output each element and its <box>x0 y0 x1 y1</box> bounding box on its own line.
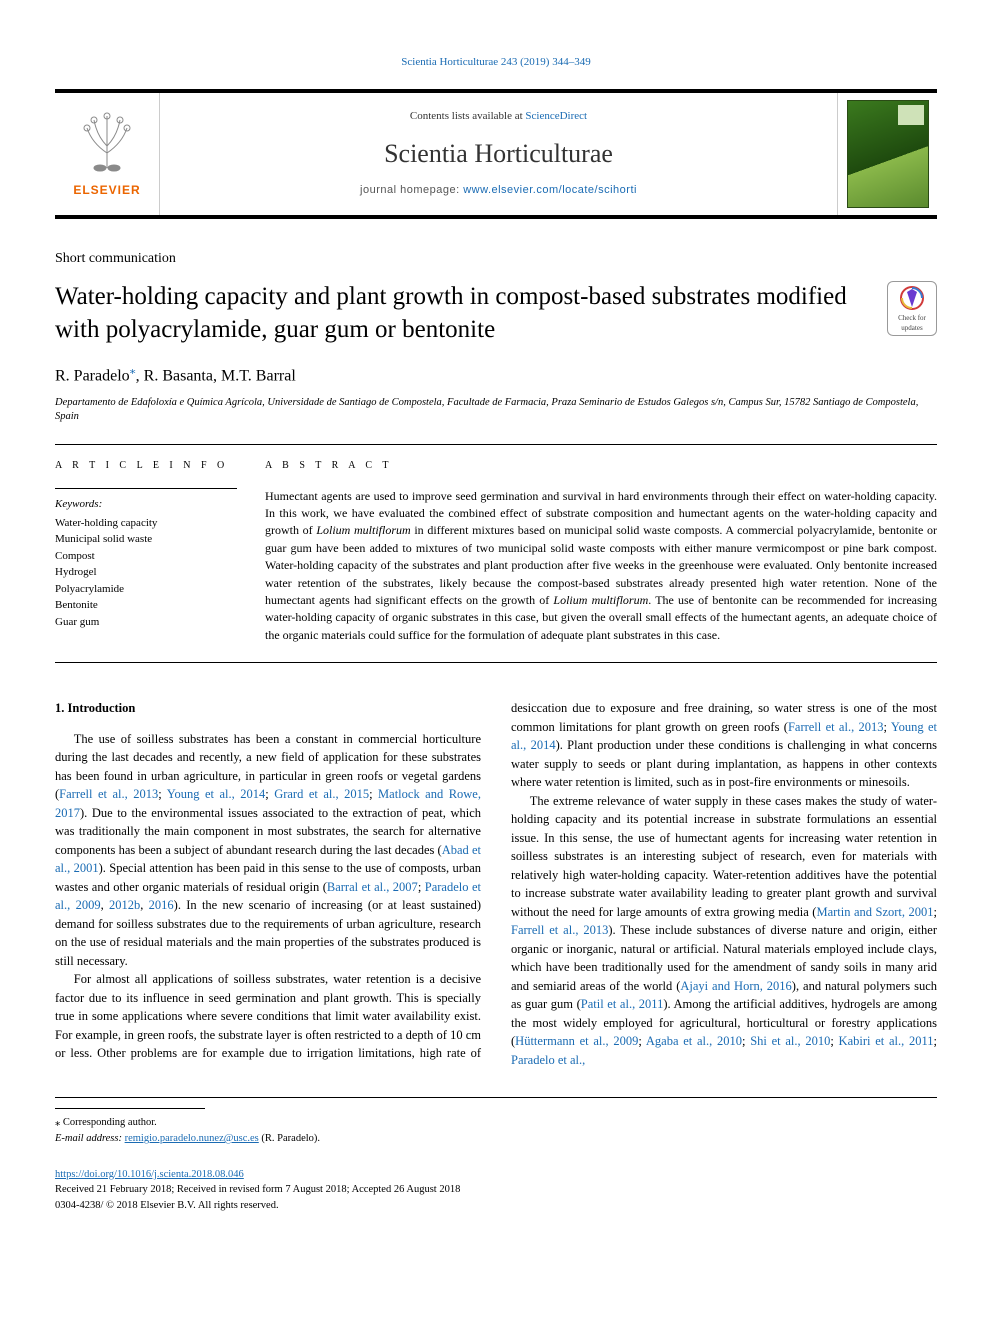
citation-link[interactable]: Farrell et al., 2013 <box>788 720 884 734</box>
article-title: Water-holding capacity and plant growth … <box>55 281 887 346</box>
updates-label: Check for updates <box>888 313 936 333</box>
elsevier-tree-icon <box>72 108 142 178</box>
check-for-updates-badge[interactable]: Check for updates <box>887 281 937 336</box>
keywords-list: Water-holding capacity Municipal solid w… <box>55 515 237 631</box>
citation-link[interactable]: Ajayi and Horn, 2016 <box>680 979 791 993</box>
body-text: , <box>140 898 148 912</box>
body-text: ; <box>265 787 274 801</box>
page-footer: ⁎ Corresponding author. E-mail address: … <box>55 1097 937 1214</box>
keywords-label: Keywords: <box>55 488 237 513</box>
corresponding-author-label: ⁎ Corresponding author. <box>55 1115 937 1131</box>
citation-link[interactable]: Martin and Szort, 2001 <box>816 905 933 919</box>
doi-link[interactable]: https://doi.org/10.1016/j.scienta.2018.0… <box>55 1169 244 1180</box>
citation-link[interactable]: 2016 <box>149 898 174 912</box>
corresponding-footnote: ⁎ Corresponding author. E-mail address: … <box>55 1115 937 1153</box>
article-info-head: A R T I C L E I N F O <box>55 459 237 474</box>
journal-homepage-line: journal homepage: www.elsevier.com/locat… <box>360 183 637 199</box>
species-name: Lolium multiflorum <box>316 523 410 537</box>
journal-header-band: ELSEVIER Contents lists available at Sci… <box>55 89 937 219</box>
email-label: E-mail address: <box>55 1133 125 1144</box>
paragraph: The use of soilless substrates has been … <box>55 730 481 971</box>
journal-cover-thumb <box>837 93 937 215</box>
header-center: Contents lists available at ScienceDirec… <box>160 93 837 215</box>
sciencedirect-link[interactable]: ScienceDirect <box>525 110 587 122</box>
citation-link[interactable]: Shi et al., 2010 <box>750 1034 830 1048</box>
journal-cover-image <box>847 100 929 208</box>
citation-link[interactable]: Patil et al., 2011 <box>581 997 664 1011</box>
body-text: ). Due to the environmental issues assoc… <box>55 806 481 857</box>
species-name: Lolium multiflorum <box>553 593 648 607</box>
journal-homepage-link[interactable]: www.elsevier.com/locate/scihorti <box>463 184 637 196</box>
author-1: R. Paradelo <box>55 368 130 385</box>
keyword: Hydrogel <box>55 564 237 581</box>
body-text: The extreme relevance of water supply in… <box>511 794 937 919</box>
body-text: , <box>101 898 109 912</box>
article-type: Short communication <box>55 249 937 269</box>
abstract-head: A B S T R A C T <box>265 459 937 474</box>
body-text: ; <box>369 787 378 801</box>
keyword: Water-holding capacity <box>55 515 237 532</box>
updates-icon <box>899 285 925 311</box>
divider <box>55 444 937 445</box>
body-text: ; <box>158 787 167 801</box>
author-email-link[interactable]: remigio.paradelo.nunez@usc.es <box>125 1133 259 1144</box>
citation-link[interactable]: Paradelo et al., <box>511 1053 585 1067</box>
footnote-separator <box>55 1108 205 1109</box>
body-text: ; <box>934 1034 937 1048</box>
keyword: Bentonite <box>55 597 237 614</box>
article-history: Received 21 February 2018; Received in r… <box>55 1182 937 1198</box>
body-two-columns: 1. Introduction The use of soilless subs… <box>55 699 937 1069</box>
body-text: ; <box>830 1034 838 1048</box>
citation-link[interactable]: Grard et al., 2015 <box>274 787 369 801</box>
citation-link[interactable]: 2012b <box>109 898 140 912</box>
body-text: ; <box>884 720 891 734</box>
citation-link[interactable]: Hüttermann et al., 2009 <box>515 1034 638 1048</box>
abstract-column: A B S T R A C T Humectant agents are use… <box>265 459 937 644</box>
citation-link[interactable]: Farrell et al., 2013 <box>59 787 158 801</box>
keyword: Guar gum <box>55 614 237 631</box>
body-text: ). Plant production under these conditio… <box>511 738 937 789</box>
email-attribution: (R. Paradelo). <box>259 1133 320 1144</box>
keyword: Municipal solid waste <box>55 531 237 548</box>
body-text: ; <box>638 1034 646 1048</box>
body-text: ; <box>934 905 937 919</box>
authors-line: R. Paradelo⁎, R. Basanta, M.T. Barral <box>55 362 937 388</box>
citation-link[interactable]: Agaba et al., 2010 <box>646 1034 742 1048</box>
keyword: Compost <box>55 548 237 565</box>
citation-link[interactable]: Farrell et al., 2013 <box>511 923 608 937</box>
abstract-text: Humectant agents are used to improve see… <box>265 488 937 645</box>
publisher-logo-box: ELSEVIER <box>55 93 160 215</box>
section-1-head: 1. Introduction <box>55 699 481 718</box>
authors-rest: , R. Basanta, M.T. Barral <box>136 368 296 385</box>
elsevier-wordmark: ELSEVIER <box>73 182 140 199</box>
body-text: ; <box>418 880 425 894</box>
citation-link[interactable]: Kabiri et al., 2011 <box>839 1034 934 1048</box>
contents-lists-line: Contents lists available at ScienceDirec… <box>410 109 587 125</box>
citation-link[interactable]: Young et al., 2014 <box>167 787 266 801</box>
contents-prefix: Contents lists available at <box>410 110 525 122</box>
citation-link[interactable]: Barral et al., 2007 <box>327 880 418 894</box>
keyword: Polyacrylamide <box>55 581 237 598</box>
body-text: ; <box>742 1034 750 1048</box>
affiliation: Departamento de Edafoloxía e Química Agr… <box>55 396 937 424</box>
article-info-column: A R T I C L E I N F O Keywords: Water-ho… <box>55 459 265 644</box>
issn-copyright: 0304-4238/ © 2018 Elsevier B.V. All righ… <box>55 1198 937 1214</box>
journal-reference: Scientia Horticulturae 243 (2019) 344–34… <box>55 55 937 71</box>
homepage-prefix: journal homepage: <box>360 184 463 196</box>
paragraph: The extreme relevance of water supply in… <box>511 792 937 1070</box>
journal-name: Scientia Horticulturae <box>384 135 613 173</box>
